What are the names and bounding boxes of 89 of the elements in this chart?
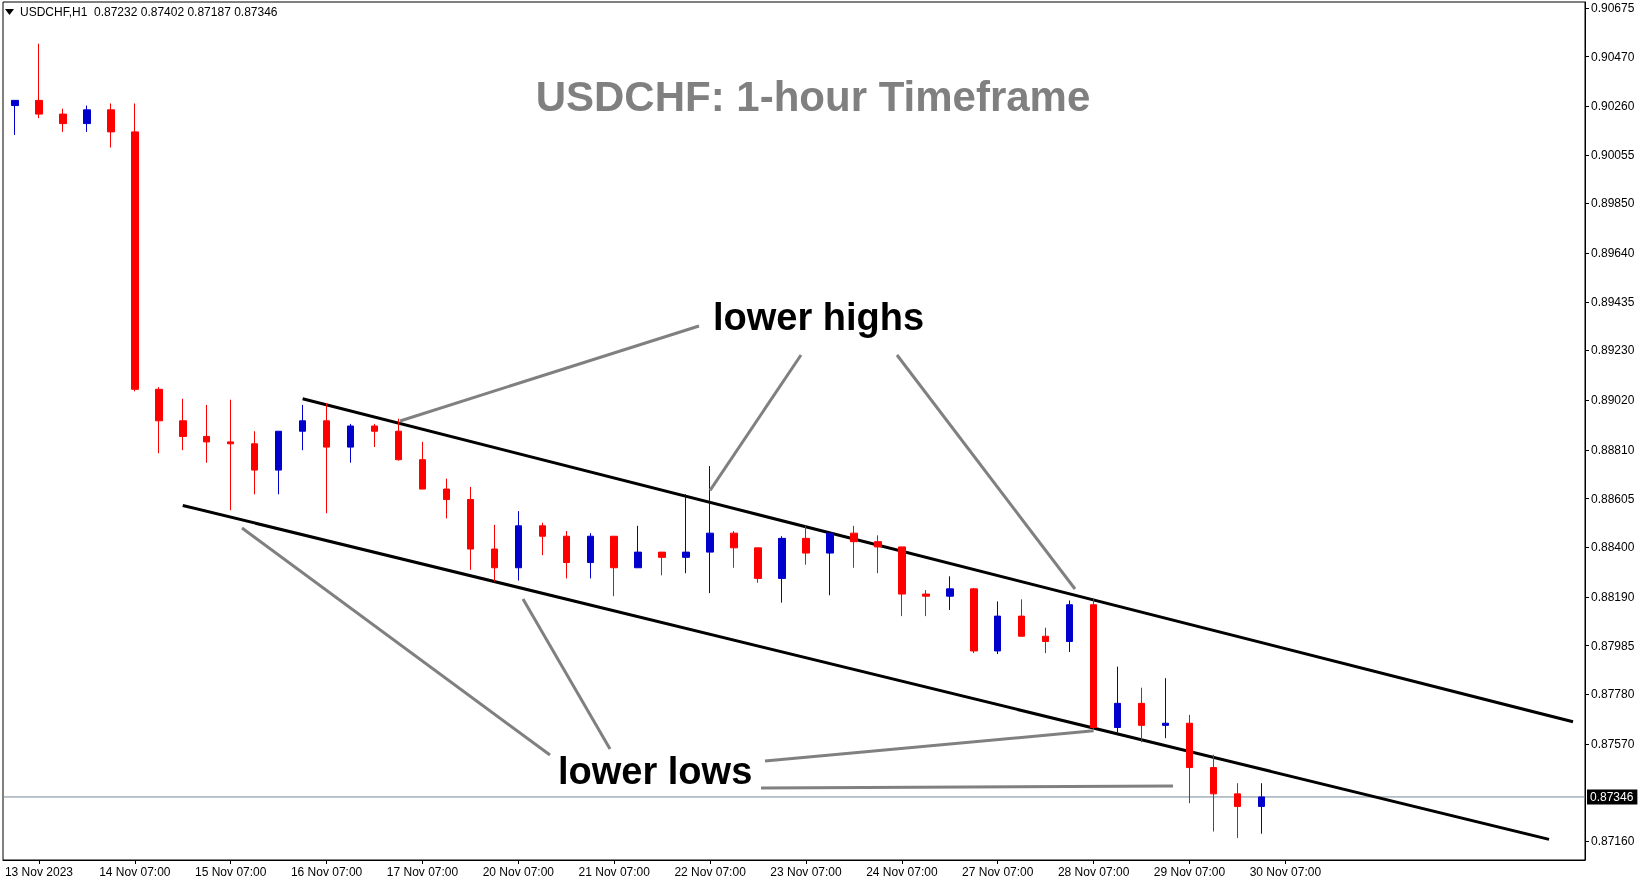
candlestick [395, 418, 402, 462]
candlestick [1114, 666, 1121, 734]
x-tick-label: 16 Nov 07:00 [290, 865, 363, 879]
y-tick-label: 0.88810 [1591, 442, 1635, 457]
y-tick-label: 0.90260 [1591, 99, 1635, 114]
x-tick-label: 28 Nov 07:00 [1057, 865, 1130, 879]
x-tick-label: 15 Nov 07:00 [195, 865, 267, 879]
candlestick [59, 108, 67, 133]
x-tick-label: 20 Nov 07:00 [482, 865, 555, 879]
candlestick [491, 524, 498, 583]
y-tick-label: 0.89640 [1591, 246, 1635, 261]
candlestick [275, 430, 282, 495]
candlestick [107, 102, 115, 149]
candlestick [539, 522, 546, 556]
y-tick-label: 0.87570 [1591, 736, 1635, 751]
candlestick [1162, 677, 1169, 739]
candlestick [1210, 754, 1217, 833]
candlestick [634, 525, 642, 569]
text: USDCHF: 1-hour Timeframe [535, 72, 1091, 120]
candlestick [35, 43, 43, 119]
candlestick [587, 532, 594, 579]
candlestick [515, 510, 522, 582]
candlestick [1138, 687, 1145, 743]
y-tick-label: 0.90470 [1591, 49, 1635, 64]
x-tick-label: 24 Nov 07:00 [866, 865, 938, 879]
candlestick [131, 102, 139, 392]
candlestick [682, 493, 690, 574]
x-tick-label: 30 Nov 07:00 [1249, 865, 1322, 879]
candlestick [994, 600, 1001, 655]
annotation: USDCHF,H1 0.87232 0.87402 0.87187 0.87346 [20, 5, 278, 19]
y-tick-label: 0.87160 [1591, 834, 1635, 849]
y-tick-label: 0.88605 [1591, 491, 1635, 506]
x-tick-label: 22 Nov 07:00 [674, 865, 747, 879]
candlestick [754, 547, 762, 584]
candlestick [898, 546, 906, 617]
candlestick [179, 398, 187, 451]
candlestick [1258, 782, 1265, 835]
y-tick-label: 0.87985 [1591, 638, 1635, 653]
candlestick [970, 587, 978, 654]
candlestick [1042, 627, 1049, 654]
y-tick-label: 0.87780 [1591, 687, 1635, 702]
candlestick [658, 551, 666, 576]
ref-line-label: 0.87346 [1590, 789, 1634, 804]
candlestick [874, 534, 882, 574]
candlestick [826, 532, 834, 596]
x-tick-label: 27 Nov 07:00 [962, 865, 1034, 879]
candlestick [730, 530, 738, 569]
candlestick [802, 525, 810, 566]
y-tick-label: 0.89850 [1591, 196, 1635, 211]
x-tick-label: 17 Nov 07:00 [386, 865, 459, 879]
candlestick [83, 105, 91, 133]
candlestick [251, 430, 258, 495]
candlestick [1090, 597, 1097, 731]
candlestick [467, 486, 474, 571]
y-tick-label: 0.90675 [1591, 0, 1635, 15]
y-tick-label: 0.89435 [1591, 294, 1635, 309]
candlestick [1234, 782, 1241, 839]
candlestick [706, 465, 714, 594]
candlestick [946, 575, 954, 611]
y-tick-label: 0.89020 [1591, 393, 1635, 408]
candlestick [227, 399, 234, 511]
candlestick [563, 530, 570, 579]
y-tick-label: 0.88400 [1591, 540, 1635, 555]
candlestick [443, 478, 450, 519]
candlestick [419, 441, 426, 490]
x-tick-label: 13 Nov 2023 [4, 865, 74, 879]
x-tick-label: 14 Nov 07:00 [99, 865, 171, 879]
candlestick [922, 589, 930, 617]
candlestick [1066, 599, 1073, 653]
candlestick [11, 99, 19, 136]
candlestick [850, 525, 858, 569]
candlestick [610, 535, 618, 597]
y-tick-label: 0.89230 [1591, 343, 1635, 358]
candlestick [347, 423, 354, 464]
y-tick-label: 0.88190 [1591, 589, 1635, 604]
candlestick [1186, 714, 1193, 804]
x-tick-label: 29 Nov 07:00 [1153, 865, 1226, 879]
candlestick [155, 386, 163, 454]
candlestick [323, 402, 330, 514]
annotation: lower highs [713, 296, 925, 338]
candlestick [299, 404, 306, 451]
y-tick-label: 0.90055 [1591, 147, 1635, 162]
candlestick [203, 404, 210, 464]
candlestick [778, 535, 786, 604]
x-tick-label: 21 Nov 07:00 [578, 865, 651, 879]
annotation: lower lows [558, 750, 753, 792]
x-tick-label: 23 Nov 07:00 [770, 865, 842, 879]
candlestick [1018, 598, 1025, 637]
candlestick [371, 423, 378, 448]
